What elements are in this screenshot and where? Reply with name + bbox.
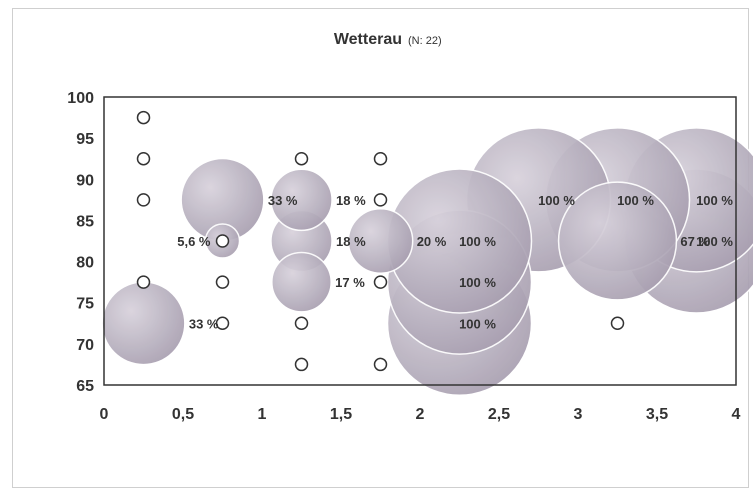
empty-point-9 (294, 357, 309, 372)
x-tick-6: 3 (574, 406, 583, 423)
empty-point-14 (610, 316, 625, 331)
y-axis-ticks: 65 70 75 80 85 90 95 100 (67, 90, 94, 395)
y-tick-0: 65 (76, 378, 94, 395)
empty-point-2 (136, 193, 151, 207)
x-tick-4: 2 (416, 406, 425, 423)
bubble-label-4: 18 % (336, 234, 366, 249)
x-tick-0: 0 (100, 406, 109, 423)
empty-point-0 (136, 110, 151, 125)
x-tick-8: 4 (732, 406, 741, 423)
bubble-5 (271, 251, 332, 313)
bubble-3 (270, 168, 333, 232)
bubble-label-9: 100 % (459, 316, 496, 331)
y-tick-5: 90 (76, 172, 94, 189)
x-axis-ticks: 0 0,5 1 1,5 2 2,5 3 3,5 4 (100, 406, 741, 423)
data-labels-layer: 33 % 33 % 5,6 % 18 % 18 % 17 % 20 % 100 % 100 % 1… (177, 193, 733, 331)
empty-point-5 (215, 275, 230, 289)
bubble-label-8: 100 % (459, 275, 496, 290)
bubble-12 (557, 181, 678, 301)
x-tick-7: 3,5 (646, 406, 668, 423)
bubble-label-2: 5,6 % (177, 234, 211, 249)
empty-point-1 (136, 151, 151, 166)
empty-point-12 (373, 275, 388, 289)
empty-point-3 (136, 275, 151, 289)
empty-point-13 (373, 357, 388, 372)
bubble-label-10: 100 % (538, 193, 575, 208)
chart-subtitle: (N: 22) (408, 35, 442, 47)
chart-title: Wetterau (334, 31, 402, 48)
empty-point-10 (373, 151, 388, 166)
bubble-0 (101, 281, 186, 366)
empty-point-7 (294, 151, 309, 166)
x-tick-1: 0,5 (172, 406, 194, 423)
bubble-label-13: 100 % (696, 193, 733, 208)
x-tick-3: 1,5 (330, 406, 352, 423)
bubble-label-14: 100 % (696, 234, 733, 249)
bubble-6 (347, 208, 414, 274)
empty-point-8 (294, 316, 309, 331)
y-tick-2: 75 (76, 296, 94, 313)
x-tick-2: 1 (258, 406, 267, 423)
x-tick-5: 2,5 (488, 406, 510, 423)
y-tick-4: 85 (76, 213, 94, 230)
empty-point-6 (215, 316, 230, 331)
bubble-label-11: 100 % (617, 193, 654, 208)
y-tick-6: 95 (76, 131, 94, 148)
empty-point-11 (373, 193, 388, 207)
bubble-label-5: 17 % (335, 275, 365, 290)
bubble-label-12: 67 % (680, 234, 710, 249)
plot-area (103, 96, 737, 386)
y-tick-3: 80 (76, 255, 94, 272)
bubble-label-3: 18 % (336, 193, 366, 208)
bubble-label-7: 100 % (459, 234, 496, 249)
bubble-label-1: 33 % (268, 193, 298, 208)
bubble-label-6: 20 % (417, 234, 447, 249)
empty-markers-layer (136, 110, 625, 372)
empty-point-4 (215, 234, 230, 248)
bubbles-layer (101, 127, 753, 397)
y-tick-1: 70 (76, 337, 94, 354)
bubble-label-0: 33 % (189, 316, 219, 331)
y-tick-7: 100 (67, 90, 94, 107)
